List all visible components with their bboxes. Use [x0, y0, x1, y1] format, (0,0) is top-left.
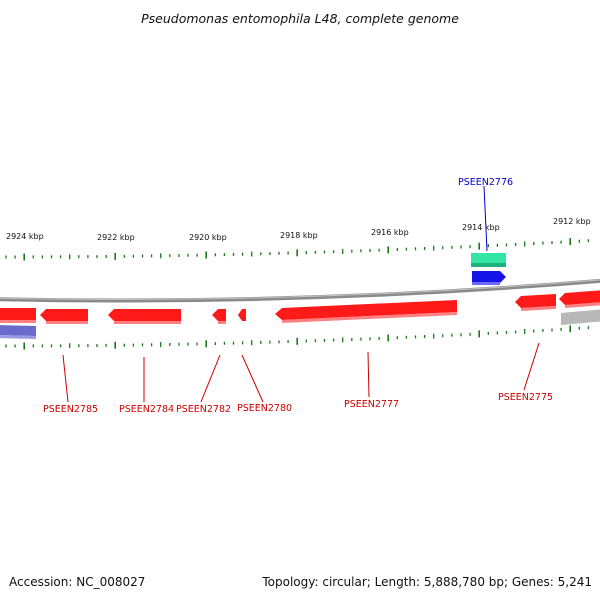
gene-PSEEN2776[interactable] [472, 271, 506, 285]
kbp-label-2924: 2924 kbp [6, 232, 44, 241]
genome-backbone [0, 278, 600, 303]
gene-PSEEN2774[interactable] [559, 290, 600, 308]
genome-summary-text: Topology: circular; Length: 5,888,780 bp… [262, 575, 592, 589]
gene-label-PSEEN2776[interactable]: PSEEN2776 [458, 177, 513, 188]
inner-tick-track [5, 325, 590, 350]
kbp-label-2912: 2912 kbp [553, 217, 591, 226]
gene-label-PSEEN2782[interactable]: PSEEN2782 [176, 404, 231, 415]
gene-PSEEN2785[interactable] [0, 308, 36, 323]
kbp-label-2920: 2920 kbp [189, 233, 227, 242]
gene-label-PSEEN2785[interactable]: PSEEN2785 [43, 404, 98, 415]
gene-label-PSEEN2775[interactable]: PSEEN2775 [498, 392, 553, 403]
kbp-label-2914: 2914 kbp [462, 223, 500, 232]
genome-backbone-highlight [0, 279, 600, 300]
gene-PSEEN2784-a[interactable] [40, 309, 88, 324]
gene-PSEEN2780[interactable] [238, 309, 246, 321]
gene-label-PSEEN2780[interactable]: PSEEN2780 [237, 403, 292, 414]
gene-PSEEN2776-rna[interactable] [471, 253, 506, 267]
label-leaders [62, 185, 540, 403]
kbp-label-2918: 2918 kbp [280, 231, 318, 240]
gene-PSEEN2775[interactable] [515, 294, 556, 311]
outer-tick-track [5, 238, 590, 261]
gene-PSEEN2777[interactable] [275, 300, 457, 323]
kbp-label-2922: 2922 kbp [97, 233, 135, 242]
purple-feature[interactable] [0, 325, 36, 339]
map-title: Pseudomonas entomophila L48, complete ge… [141, 11, 459, 26]
kbp-label-2916: 2916 kbp [371, 228, 409, 237]
accession-text: Accession: NC_008027 [9, 575, 146, 589]
gene-label-PSEEN2784[interactable]: PSEEN2784 [119, 404, 174, 415]
gene-PSEEN2782[interactable] [212, 309, 226, 324]
gene-label-PSEEN2777[interactable]: PSEEN2777 [344, 399, 399, 410]
pseudogene-feature[interactable] [561, 309, 600, 325]
gene-PSEEN2784[interactable] [108, 309, 181, 324]
